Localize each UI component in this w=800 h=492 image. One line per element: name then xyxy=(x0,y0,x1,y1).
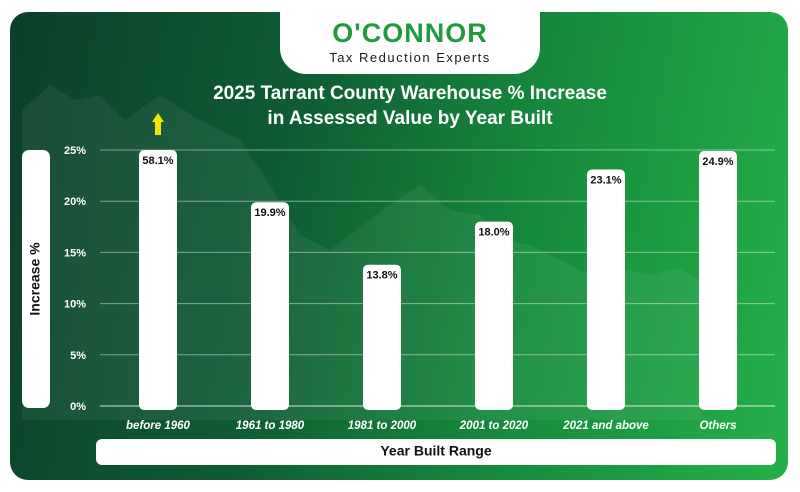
bar xyxy=(587,169,625,410)
x-tick-label: 2001 to 2020 xyxy=(459,420,529,432)
chart-title-line-2: in Assessed Value by Year Built xyxy=(267,108,553,129)
chart-title-line-1: 2025 Tarrant County Warehouse % Increase xyxy=(213,83,607,104)
x-tick-label: 2021 and above xyxy=(562,420,649,432)
x-tick-labels: before 1960 1961 to 1980 1981 to 2000 2001 … xyxy=(126,420,737,432)
y-tick-labels: 0% 5% 10% 15% 20% 25% xyxy=(64,145,86,413)
y-axis-label-pill xyxy=(22,150,50,408)
brand-logo: O'CONNOR xyxy=(332,18,488,48)
bar-layer: 58.1% 19.9% 13.8% 18.0% 23.1% 24.9% xyxy=(139,113,737,411)
overflow-arrow-icon xyxy=(152,113,164,135)
data-label: 19.9% xyxy=(254,207,285,219)
y-tick-label: 5% xyxy=(70,350,86,362)
grid-layer xyxy=(100,149,775,407)
bar xyxy=(475,221,513,410)
y-tick-label: 25% xyxy=(64,145,86,157)
bar xyxy=(139,150,177,410)
data-label: 13.8% xyxy=(366,270,397,282)
bar xyxy=(251,202,289,410)
brand-tagline: Tax Reduction Experts xyxy=(329,50,491,65)
data-label: 18.0% xyxy=(478,227,509,239)
data-label: 58.1% xyxy=(142,155,173,167)
x-axis-label-pill xyxy=(96,439,776,465)
data-label: 23.1% xyxy=(590,174,621,186)
x-tick-label: 1981 to 2000 xyxy=(348,420,417,432)
logo-tab: O'CONNOR Tax Reduction Experts xyxy=(280,12,540,74)
bar xyxy=(699,151,737,411)
background-mountain xyxy=(22,85,700,420)
x-tick-label: Others xyxy=(699,420,736,432)
y-tick-label: 0% xyxy=(70,401,86,413)
y-tick-label: 15% xyxy=(64,247,86,259)
y-tick-label: 20% xyxy=(64,196,86,208)
x-tick-label: 1961 to 1980 xyxy=(236,420,305,432)
bar xyxy=(363,264,401,410)
y-axis-label: Increase % xyxy=(27,242,43,316)
x-axis-label: Year Built Range xyxy=(380,443,491,459)
y-tick-label: 10% xyxy=(64,299,86,311)
x-tick-label: before 1960 xyxy=(126,420,191,432)
data-label: 24.9% xyxy=(702,156,733,168)
